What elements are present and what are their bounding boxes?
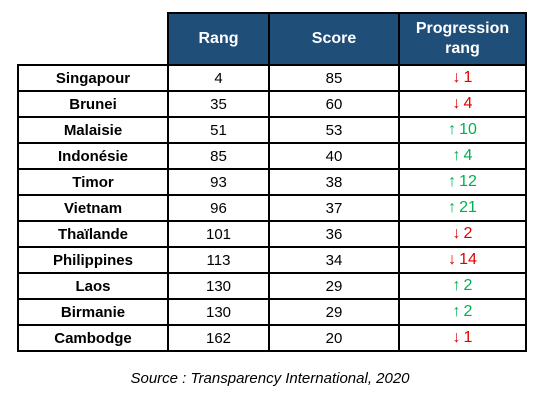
progression-value: 2 — [463, 303, 473, 320]
cell-rank: 101 — [167, 220, 270, 248]
cell-progression: ↑ 21 — [398, 194, 527, 222]
progression-value: 10 — [459, 121, 477, 138]
cell-country: Brunei — [17, 90, 169, 118]
progression-value: 14 — [459, 251, 477, 268]
cell-score: 29 — [268, 272, 400, 300]
table-corner-cell — [18, 13, 169, 66]
cell-progression: ↓ 4 — [398, 90, 527, 118]
cell-rank: 130 — [167, 272, 270, 300]
cell-score: 60 — [268, 90, 400, 118]
table-header-row: Rang Score Progression rang — [18, 12, 527, 66]
cell-progression: ↑ 4 — [398, 142, 527, 170]
progression-value: 2 — [463, 277, 473, 294]
progression-value: 12 — [459, 173, 477, 190]
cell-rank: 130 — [167, 298, 270, 326]
header-progression-line2: rang — [445, 40, 480, 57]
cell-rank: 35 — [167, 90, 270, 118]
cell-score: 34 — [268, 246, 400, 274]
ranking-table: Rang Score Progression rang Singapour 4 85… — [17, 12, 527, 352]
cell-score: 38 — [268, 168, 400, 196]
cell-rank: 4 — [167, 64, 270, 92]
table-row: Cambodge 162 20 ↓ 1 — [17, 324, 527, 352]
arrow-up-icon: ↑ — [452, 303, 461, 320]
progression-value: 1 — [463, 69, 473, 86]
header-progression-line1: Progression — [415, 20, 510, 37]
table-row: Indonésie 85 40 ↑ 4 — [17, 142, 527, 170]
arrow-up-icon: ↑ — [448, 199, 457, 216]
cell-country: Cambodge — [17, 324, 169, 352]
table-row: Birmanie 130 29 ↑ 2 — [17, 298, 527, 326]
cell-score: 53 — [268, 116, 400, 144]
arrow-down-icon: ↓ — [452, 329, 461, 346]
cell-rank: 96 — [167, 194, 270, 222]
table-row: Singapour 4 85 ↓ 1 — [17, 64, 527, 92]
header-score: Score — [268, 12, 400, 66]
cell-score: 29 — [268, 298, 400, 326]
cell-country: Laos — [17, 272, 169, 300]
cell-rank: 85 — [167, 142, 270, 170]
table-row: Philippines 113 34 ↓ 14 — [17, 246, 527, 274]
source-caption: Source : Transparency International, 202… — [130, 370, 410, 387]
arrow-down-icon: ↓ — [448, 251, 457, 268]
cell-country: Vietnam — [17, 194, 169, 222]
arrow-up-icon: ↑ — [452, 147, 461, 164]
cell-score: 40 — [268, 142, 400, 170]
cell-progression: ↓ 1 — [398, 64, 527, 92]
cell-country: Philippines — [17, 246, 169, 274]
arrow-up-icon: ↑ — [448, 173, 457, 190]
cell-score: 85 — [268, 64, 400, 92]
cell-progression: ↑ 12 — [398, 168, 527, 196]
header-progression: Progression rang — [398, 12, 527, 66]
header-rank: Rang — [167, 12, 270, 66]
cell-rank: 162 — [167, 324, 270, 352]
table-row: Thaïlande 101 36 ↓ 2 — [17, 220, 527, 248]
progression-value: 2 — [463, 225, 473, 242]
cell-progression: ↑ 2 — [398, 272, 527, 300]
cell-progression: ↑ 2 — [398, 298, 527, 326]
cell-country: Malaisie — [17, 116, 169, 144]
arrow-down-icon: ↓ — [452, 69, 461, 86]
ranking-table-container: Rang Score Progression rang Singapour 4 85… — [17, 12, 527, 352]
table-row: Timor 93 38 ↑ 12 — [17, 168, 527, 196]
cell-progression: ↑ 10 — [398, 116, 527, 144]
cell-country: Singapour — [17, 64, 169, 92]
table-row: Brunei 35 60 ↓ 4 — [17, 90, 527, 118]
cell-progression: ↓ 1 — [398, 324, 527, 352]
cell-country: Birmanie — [17, 298, 169, 326]
table-row: Laos 130 29 ↑ 2 — [17, 272, 527, 300]
cell-score: 36 — [268, 220, 400, 248]
arrow-down-icon: ↓ — [452, 225, 461, 242]
cell-rank: 51 — [167, 116, 270, 144]
cell-country: Timor — [17, 168, 169, 196]
progression-value: 4 — [463, 147, 473, 164]
arrow-up-icon: ↑ — [448, 121, 457, 138]
progression-value: 21 — [459, 199, 477, 216]
arrow-down-icon: ↓ — [452, 95, 461, 112]
table-row: Vietnam 96 37 ↑ 21 — [17, 194, 527, 222]
cell-score: 37 — [268, 194, 400, 222]
arrow-up-icon: ↑ — [452, 277, 461, 294]
cell-country: Indonésie — [17, 142, 169, 170]
table-row: Malaisie 51 53 ↑ 10 — [17, 116, 527, 144]
table-body: Singapour 4 85 ↓ 1 Brunei 35 60 ↓ 4 Malaisie 51 53 ↑ 1… — [17, 64, 527, 352]
cell-progression: ↓ 2 — [398, 220, 527, 248]
progression-value: 1 — [463, 329, 473, 346]
cell-country: Thaïlande — [17, 220, 169, 248]
cell-score: 20 — [268, 324, 400, 352]
progression-value: 4 — [463, 95, 473, 112]
cell-rank: 113 — [167, 246, 270, 274]
cell-progression: ↓ 14 — [398, 246, 527, 274]
cell-rank: 93 — [167, 168, 270, 196]
